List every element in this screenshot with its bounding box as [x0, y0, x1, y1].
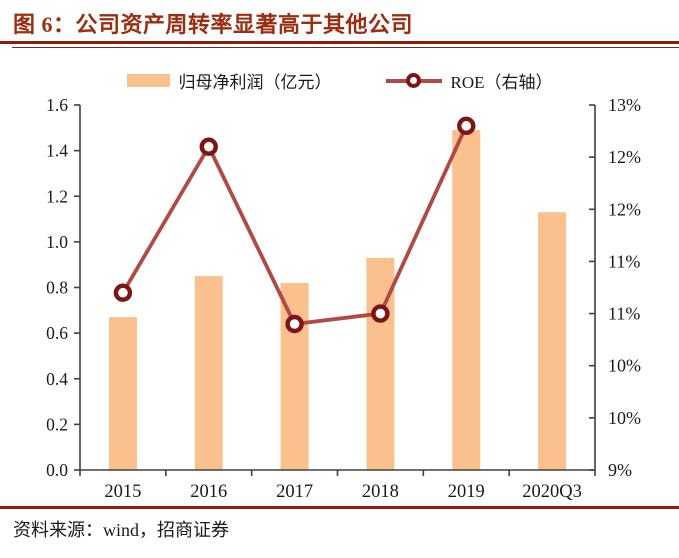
right-axis-tick-label: 9%: [608, 460, 632, 480]
line-marker-swatch-icon: [385, 72, 442, 89]
bar-2020Q3: [538, 212, 567, 470]
roe-marker-2016: [199, 137, 218, 156]
roe-marker-2017: [285, 314, 304, 334]
legend-item-net-profit: 归母净利润（亿元）: [126, 68, 332, 93]
bar-2015: [108, 317, 137, 470]
footer-rule: [0, 506, 679, 509]
roe-marker-2015: [113, 283, 133, 302]
figure-title: 图 6：公司资产周转率显著高于其他公司: [13, 12, 414, 37]
x-axis-label: 2020Q3: [522, 482, 582, 502]
legend-label-roe: ROE（右轴）: [450, 73, 553, 92]
x-axis-label: 2016: [190, 482, 227, 502]
title-rule-thick: [0, 41, 679, 44]
source-text: 资料来源：wind，招商证券: [13, 520, 229, 540]
x-axis-label: 2019: [448, 482, 485, 502]
legend-label-net-profit: 归母净利润（亿元）: [178, 73, 332, 92]
right-axis-tick-label: 13%: [608, 95, 641, 115]
right-axis-tick-label: 11%: [608, 304, 640, 324]
roe-marker-2019: [457, 116, 476, 136]
legend-item-roe: ROE（右轴）: [385, 68, 553, 93]
circle-marker-icon: [405, 72, 421, 88]
left-axis-tick-label: 1.0: [46, 232, 68, 252]
chart-legend: 归母净利润（亿元） ROE（右轴）: [0, 68, 679, 93]
x-axis-label: 2017: [276, 482, 313, 502]
left-axis-tick-label: 0.0: [46, 460, 68, 480]
bar-2019: [452, 130, 481, 470]
right-axis-tick-label: 11%: [608, 251, 640, 271]
bar-2017: [280, 282, 309, 470]
left-axis-tick-label: 0.6: [46, 323, 68, 343]
right-axis-tick-label: 12%: [608, 147, 641, 167]
right-axis-tick-label: 10%: [608, 356, 641, 376]
right-axis-tick-label: 12%: [608, 199, 641, 219]
left-axis-tick-label: 0.2: [46, 414, 68, 434]
roe-marker-2018: [371, 304, 390, 323]
left-axis-tick-label: 1.2: [46, 186, 68, 206]
left-axis-tick-label: 1.4: [46, 141, 68, 161]
bar-2016: [194, 276, 223, 470]
x-axis-label: 2018: [362, 482, 399, 502]
left-axis-tick-label: 1.6: [46, 95, 68, 115]
bar-swatch-icon: [126, 74, 170, 87]
title-rule-thin: [12, 47, 679, 48]
left-axis-tick-label: 0.8: [46, 278, 68, 298]
x-axis-label: 2015: [104, 482, 141, 502]
left-axis-tick-label: 0.4: [46, 369, 68, 389]
right-axis-tick-label: 10%: [608, 408, 641, 428]
